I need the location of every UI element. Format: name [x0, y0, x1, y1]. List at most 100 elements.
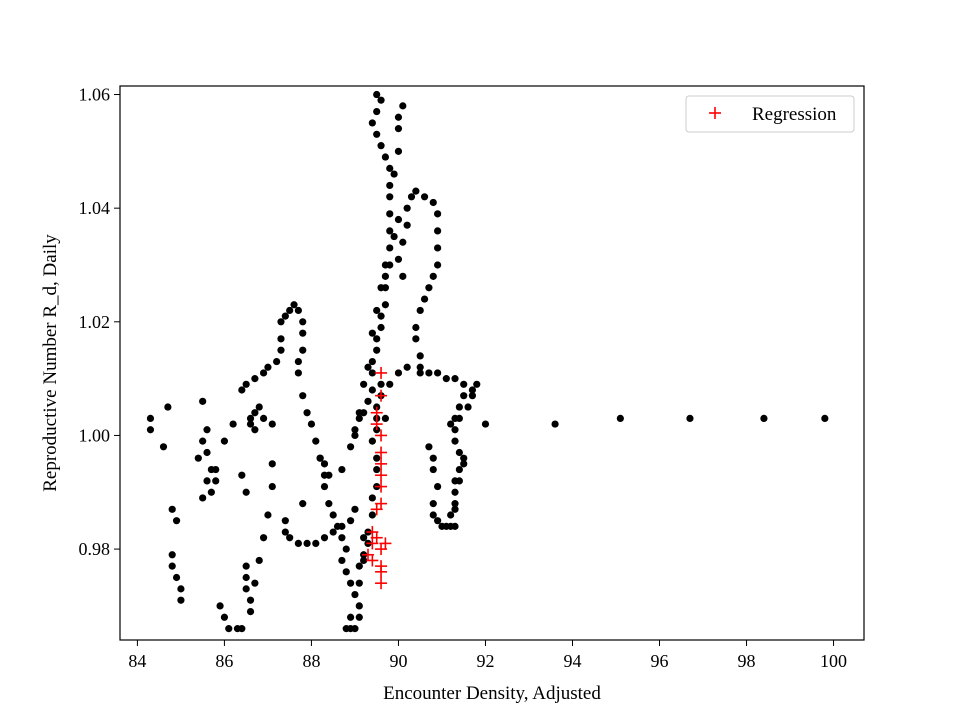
y-tick-label: 0.98 [79, 539, 111, 559]
data-point [355, 613, 363, 621]
data-point [386, 164, 394, 172]
plot-frame [119, 85, 865, 641]
data-point [381, 301, 390, 309]
data-point [368, 357, 376, 366]
x-tick-label: 84 [128, 651, 146, 671]
data-point [294, 357, 302, 366]
data-point [299, 329, 307, 337]
data-point [386, 210, 394, 218]
data-point [238, 471, 246, 479]
data-point [299, 500, 307, 508]
data-point [338, 556, 346, 565]
data-point [451, 488, 459, 496]
data-point [390, 170, 398, 178]
data-point [307, 420, 316, 428]
data-point [420, 193, 429, 201]
data-point [368, 437, 376, 445]
data-point [199, 397, 207, 405]
data-point [294, 369, 302, 377]
data-point [381, 153, 390, 161]
data-point [355, 562, 363, 570]
data-point [277, 318, 285, 326]
data-point [268, 420, 276, 428]
data-point [429, 454, 437, 462]
x-tick-label: 98 [738, 651, 756, 671]
data-point [377, 380, 385, 388]
data-point [403, 221, 411, 229]
y-tick-label: 1.00 [79, 425, 111, 445]
data-point [242, 585, 250, 593]
data-point [251, 375, 259, 383]
data-point [238, 625, 246, 633]
data-point [386, 181, 394, 190]
data-point [373, 465, 381, 474]
legend: Regression [685, 95, 855, 133]
data-point [364, 363, 372, 371]
data-point [294, 306, 302, 315]
data-point [451, 505, 459, 513]
data-point [355, 409, 363, 417]
x-tick-label: 86 [215, 651, 233, 671]
x-tick-label: 96 [651, 651, 669, 671]
marks-layer [146, 90, 829, 633]
regression-point [375, 480, 388, 493]
data-point [447, 420, 455, 428]
data-point [399, 238, 407, 246]
data-point [364, 397, 372, 405]
data-point [299, 392, 307, 400]
data-point [434, 482, 442, 491]
data-point [416, 363, 424, 371]
data-point [373, 90, 381, 99]
data-point [394, 369, 403, 377]
legend-box [685, 95, 855, 133]
data-point [342, 568, 350, 576]
data-point [447, 511, 455, 519]
data-point [412, 323, 420, 332]
data-point [373, 306, 381, 315]
data-point [281, 528, 289, 536]
regression-point [375, 577, 388, 590]
data-point [246, 420, 255, 428]
data-point [242, 562, 250, 570]
data-point [434, 369, 442, 377]
data-point [264, 363, 272, 371]
regression-point [370, 503, 383, 516]
data-point [325, 471, 333, 479]
data-point [394, 255, 403, 263]
data-point [473, 380, 481, 388]
data-point [686, 414, 694, 422]
data-point [399, 102, 407, 110]
data-point [455, 448, 463, 457]
data-point [460, 454, 468, 462]
data-point [429, 465, 437, 474]
data-point [246, 596, 255, 604]
data-point [386, 227, 394, 235]
data-point [325, 500, 333, 508]
data-point [377, 96, 385, 104]
data-point [259, 534, 268, 542]
x-axis-label: Encounter Density, Adjusted [383, 683, 601, 704]
y-axis: 0.98 1.00 1.02 1.04 1.06 [79, 85, 120, 559]
data-point [199, 494, 207, 502]
y-tick-label: 1.06 [79, 85, 111, 105]
data-point [360, 380, 368, 388]
data-point [312, 539, 320, 548]
data-point [386, 193, 394, 201]
data-point [616, 414, 624, 422]
data-point [346, 517, 355, 525]
data-point [377, 142, 385, 150]
data-point [394, 113, 403, 121]
data-point [386, 380, 394, 388]
data-point [177, 596, 185, 604]
data-point [355, 579, 363, 587]
x-tick-label: 88 [302, 651, 320, 671]
data-point [381, 272, 390, 280]
data-point [377, 323, 385, 332]
data-point [220, 437, 229, 445]
data-point [377, 284, 385, 292]
regression-point [375, 429, 388, 442]
y-axis-label: Reproductive Number R_d, Daily [40, 234, 61, 492]
data-point [146, 414, 155, 422]
